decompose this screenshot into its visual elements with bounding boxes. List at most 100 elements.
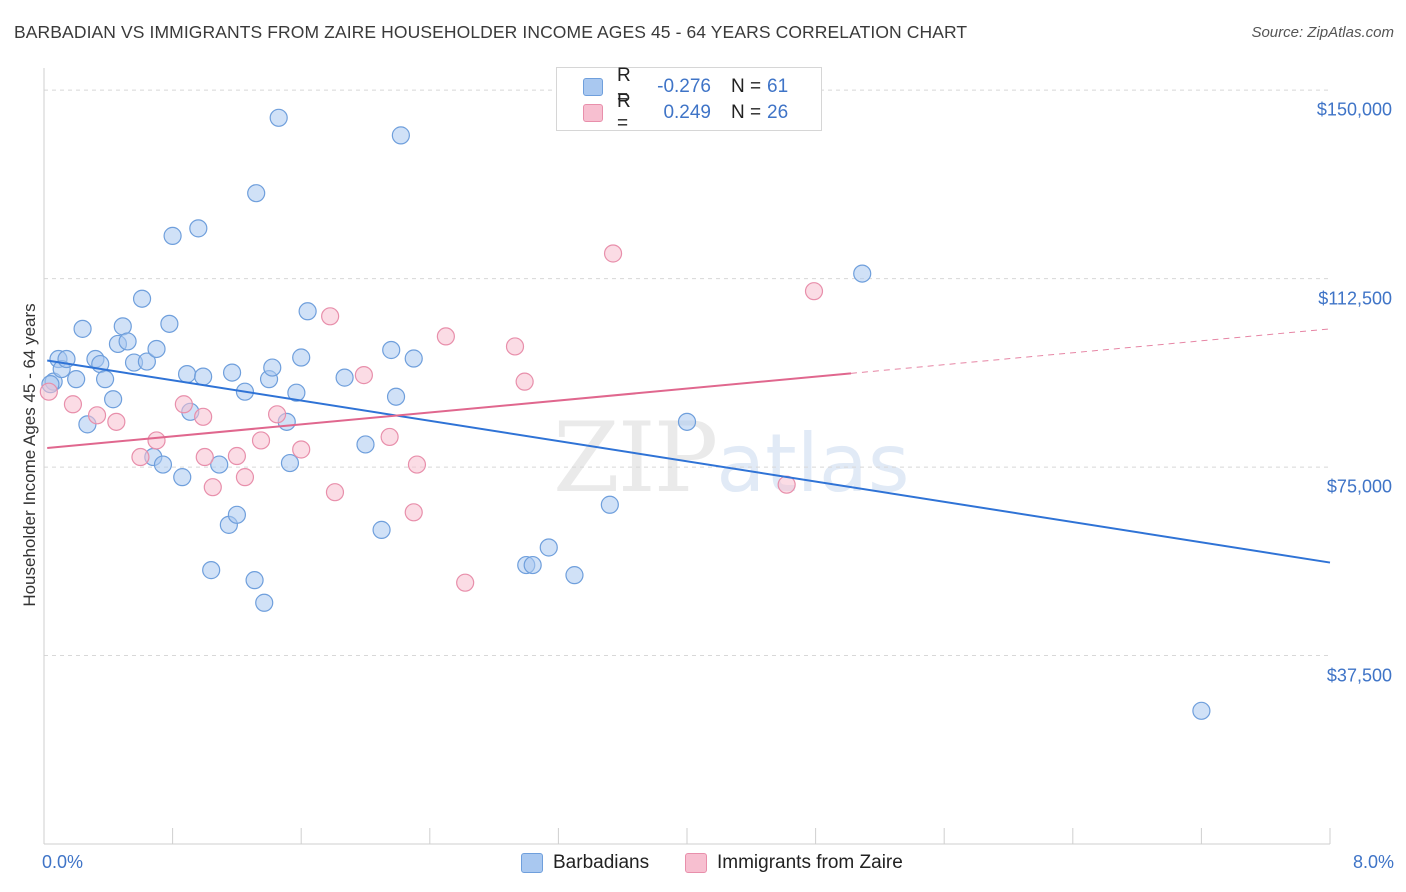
point-series0-47 bbox=[382, 340, 401, 360]
legend-n-value: 26 bbox=[767, 102, 789, 123]
watermark-atlas: atlas bbox=[716, 417, 910, 510]
point-series1-0 bbox=[39, 382, 58, 401]
point-series0-59 bbox=[1192, 701, 1211, 720]
point-series1-10 bbox=[227, 446, 246, 466]
point-series0-5 bbox=[73, 319, 92, 338]
chart-title: BARBADIAN VS IMMIGRANTS FROM ZAIRE HOUSE… bbox=[14, 22, 968, 42]
legend-n-label: N = bbox=[731, 76, 762, 97]
correlation-legend: R = -0.276 N = 61 R = 0.249 N = 26 bbox=[556, 65, 822, 134]
point-series0-52 bbox=[523, 555, 542, 575]
point-series0-44 bbox=[335, 368, 354, 387]
legend-r-value: -0.276 bbox=[657, 76, 711, 97]
bottom-legend-swatch-zaire bbox=[685, 853, 707, 873]
point-series1-23 bbox=[505, 337, 525, 356]
legend-r-value: 0.249 bbox=[663, 102, 711, 123]
bottom-legend-label-zaire: Immigrants from Zaire bbox=[717, 852, 903, 873]
point-series1-8 bbox=[195, 447, 214, 467]
point-series0-26 bbox=[194, 367, 213, 386]
point-series1-1 bbox=[63, 395, 83, 414]
point-series0-37 bbox=[263, 358, 282, 377]
point-series0-38 bbox=[269, 108, 288, 127]
point-series0-23 bbox=[177, 365, 197, 384]
point-series0-25 bbox=[189, 219, 208, 238]
point-series1-22 bbox=[456, 573, 475, 592]
point-series1-4 bbox=[131, 447, 150, 467]
point-series0-56 bbox=[600, 495, 619, 514]
bottom-legend-zaire: Immigrants from Zaire bbox=[685, 852, 903, 874]
point-series1-7 bbox=[194, 407, 213, 426]
y-tick-label-0: $37,500 bbox=[1326, 665, 1392, 686]
legend-n-value: 61 bbox=[767, 76, 789, 97]
bottom-legend-barbadians: Barbadians bbox=[521, 852, 649, 874]
point-series0-49 bbox=[404, 349, 423, 368]
point-series1-21 bbox=[436, 327, 455, 346]
point-series1-12 bbox=[251, 431, 271, 450]
source-label: Source: ZipAtlas.com bbox=[1251, 24, 1394, 41]
point-series1-13 bbox=[267, 405, 287, 424]
trend-line-series1 bbox=[47, 372, 852, 449]
point-series0-45 bbox=[356, 435, 375, 454]
point-series0-57 bbox=[677, 412, 697, 431]
point-series0-54 bbox=[565, 566, 584, 585]
legend-swatch-barbadians bbox=[583, 78, 603, 96]
y-tick-label-1: $75,000 bbox=[1326, 476, 1392, 497]
legend-n-label: N = bbox=[731, 102, 762, 123]
y-axis-label: Householder Income Ages 45 - 64 years bbox=[20, 303, 39, 607]
bottom-legend-swatch-barbadians bbox=[521, 853, 543, 873]
point-series1-18 bbox=[380, 427, 399, 447]
trend-line-series0 bbox=[47, 359, 1331, 564]
bottom-legend-label-barbadians: Barbadians bbox=[553, 852, 650, 873]
legend-row-barbadians: R = -0.276 N = 61 bbox=[583, 65, 789, 108]
point-series1-14 bbox=[292, 440, 311, 459]
point-series0-13 bbox=[118, 332, 137, 351]
point-series0-40 bbox=[280, 453, 300, 473]
point-series1-11 bbox=[235, 468, 255, 487]
point-series0-10 bbox=[104, 390, 123, 409]
point-series0-4 bbox=[67, 370, 86, 389]
point-series1-2 bbox=[87, 406, 107, 425]
point-series0-48 bbox=[386, 387, 406, 406]
point-series1-5 bbox=[147, 431, 166, 450]
point-series0-50 bbox=[391, 126, 410, 145]
point-series1-6 bbox=[174, 395, 193, 414]
point-series0-20 bbox=[160, 314, 179, 333]
point-series1-20 bbox=[404, 503, 423, 522]
point-series0-27 bbox=[202, 561, 221, 580]
point-series0-21 bbox=[163, 226, 182, 245]
point-series0-30 bbox=[222, 363, 242, 382]
trend-line-extension-series1 bbox=[850, 328, 1331, 374]
point-series0-9 bbox=[95, 370, 115, 389]
point-series0-46 bbox=[372, 520, 391, 539]
point-series0-58 bbox=[853, 264, 872, 283]
point-series0-33 bbox=[245, 571, 264, 590]
point-series0-42 bbox=[292, 348, 311, 367]
y-tick-label-3: $150,000 bbox=[1316, 99, 1392, 120]
point-series0-35 bbox=[255, 593, 274, 612]
point-series0-19 bbox=[153, 455, 173, 474]
legend-row-zaire: R = 0.249 N = 26 bbox=[583, 91, 789, 134]
point-series0-34 bbox=[247, 184, 266, 203]
point-series0-22 bbox=[173, 468, 192, 487]
y-tick-label-2: $112,500 bbox=[1318, 288, 1392, 309]
point-series0-31 bbox=[227, 505, 246, 524]
point-series1-17 bbox=[354, 366, 373, 385]
x-tick-min: 0.0% bbox=[42, 852, 84, 872]
point-series1-24 bbox=[515, 372, 534, 391]
point-series1-27 bbox=[804, 282, 824, 301]
point-series1-9 bbox=[203, 478, 222, 497]
legend-swatch-zaire bbox=[583, 104, 603, 122]
point-series1-25 bbox=[603, 244, 623, 263]
point-series1-15 bbox=[321, 307, 340, 326]
point-series1-3 bbox=[107, 412, 126, 431]
point-series0-28 bbox=[210, 455, 229, 474]
legend-r-label: R = bbox=[617, 65, 631, 108]
point-series0-41 bbox=[287, 383, 306, 402]
legend-r-label: R = bbox=[617, 91, 631, 134]
point-series0-53 bbox=[539, 538, 558, 557]
point-series1-16 bbox=[325, 483, 345, 502]
point-series0-18 bbox=[147, 339, 166, 359]
point-series0-16 bbox=[137, 352, 156, 371]
point-series1-19 bbox=[407, 455, 427, 474]
point-series0-15 bbox=[132, 289, 152, 308]
